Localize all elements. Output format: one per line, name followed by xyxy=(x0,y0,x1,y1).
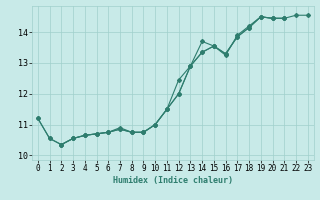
X-axis label: Humidex (Indice chaleur): Humidex (Indice chaleur) xyxy=(113,176,233,185)
